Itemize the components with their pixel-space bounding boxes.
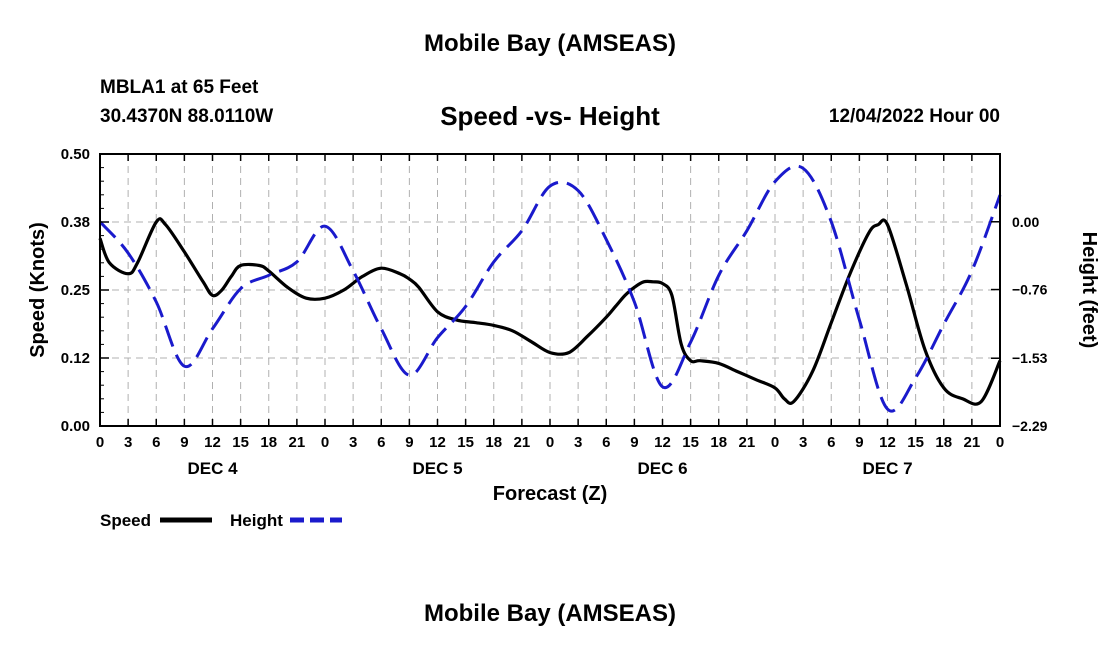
x-tick-label: 3 — [124, 434, 132, 451]
y-tick-label: 0.38 — [61, 214, 90, 231]
y-axis-label-speed: Speed (Knots) — [27, 222, 49, 358]
y2-tick-label: −1.53 — [1012, 350, 1048, 366]
x-tick-label: 0 — [546, 434, 554, 451]
x-tick-label: 15 — [232, 434, 249, 451]
day-label: DEC 5 — [412, 459, 462, 478]
chart-title: Speed -vs- Height — [440, 101, 660, 131]
x-tick-label: 18 — [935, 434, 952, 451]
x-tick-label: 12 — [879, 434, 896, 451]
x-tick-label: 9 — [405, 434, 413, 451]
day-label: DEC 7 — [862, 459, 912, 478]
x-tick-label: 18 — [260, 434, 277, 451]
series-line-speed — [98, 217, 1002, 406]
y2-tick-label: −2.29 — [1012, 418, 1048, 434]
x-tick-label: 21 — [964, 434, 981, 451]
forecast-datetime: 12/04/2022 Hour 00 — [828, 106, 1000, 127]
series-line-height — [98, 164, 1002, 413]
x-tick-label: 6 — [152, 434, 160, 451]
x-tick-label: 21 — [739, 434, 756, 451]
x-tick-label: 18 — [485, 434, 502, 451]
x-tick-label: 3 — [574, 434, 582, 451]
y-tick-label: 0.25 — [61, 282, 90, 299]
day-label: DEC 6 — [637, 459, 687, 478]
x-tick-label: 0 — [771, 434, 779, 451]
station-coordinates: 30.4370N 88.0110W — [100, 106, 274, 127]
axes: 0 3 6 9 12 15 18 21 0 3 6 9 12 15 18 21 0 3 6 9 12 15 18 21 0 3 6 9… — [61, 146, 1048, 478]
x-tick-label: 9 — [180, 434, 188, 451]
x-tick-label: 18 — [710, 434, 727, 451]
legend-label-height: Height — [230, 511, 283, 530]
legend: Speed Height — [100, 511, 342, 530]
series-layer — [98, 164, 1002, 413]
y-tick-label: 0.50 — [61, 146, 90, 163]
legend-label-speed: Speed — [100, 511, 151, 530]
x-axis-label: Forecast (Z) — [493, 483, 607, 505]
x-tick-label: 21 — [289, 434, 306, 451]
x-tick-label: 12 — [204, 434, 221, 451]
station-label: MBLA1 at 65 Feet — [100, 77, 259, 98]
x-tick-label: 6 — [827, 434, 835, 451]
x-tick-label: 3 — [349, 434, 357, 451]
x-tick-label: 6 — [602, 434, 610, 451]
y-axis-label-height: Height (feet) — [1078, 232, 1100, 349]
x-tick-label: 9 — [855, 434, 863, 451]
x-tick-label: 0 — [996, 434, 1004, 451]
x-tick-label: 15 — [907, 434, 924, 451]
y-tick-label: 0.12 — [61, 350, 90, 367]
x-tick-label: 15 — [457, 434, 474, 451]
x-tick-label: 6 — [377, 434, 385, 451]
x-tick-label: 0 — [321, 434, 329, 451]
x-tick-label: 0 — [96, 434, 104, 451]
x-tick-label: 15 — [682, 434, 699, 451]
footer-title: Mobile Bay (AMSEAS) — [423, 600, 677, 627]
y-tick-label: 0.00 — [61, 418, 90, 435]
x-tick-label: 12 — [429, 434, 446, 451]
x-tick-label: 12 — [654, 434, 671, 451]
y2-tick-label: 0.00 — [1012, 214, 1039, 230]
grid — [100, 154, 1000, 426]
page-title: Mobile Bay (AMSEAS) — [423, 30, 677, 57]
day-label: DEC 4 — [187, 459, 238, 478]
x-tick-label: 9 — [630, 434, 638, 451]
y2-tick-label: −0.76 — [1012, 282, 1048, 298]
x-tick-label: 3 — [799, 434, 807, 451]
x-tick-label: 21 — [514, 434, 531, 451]
